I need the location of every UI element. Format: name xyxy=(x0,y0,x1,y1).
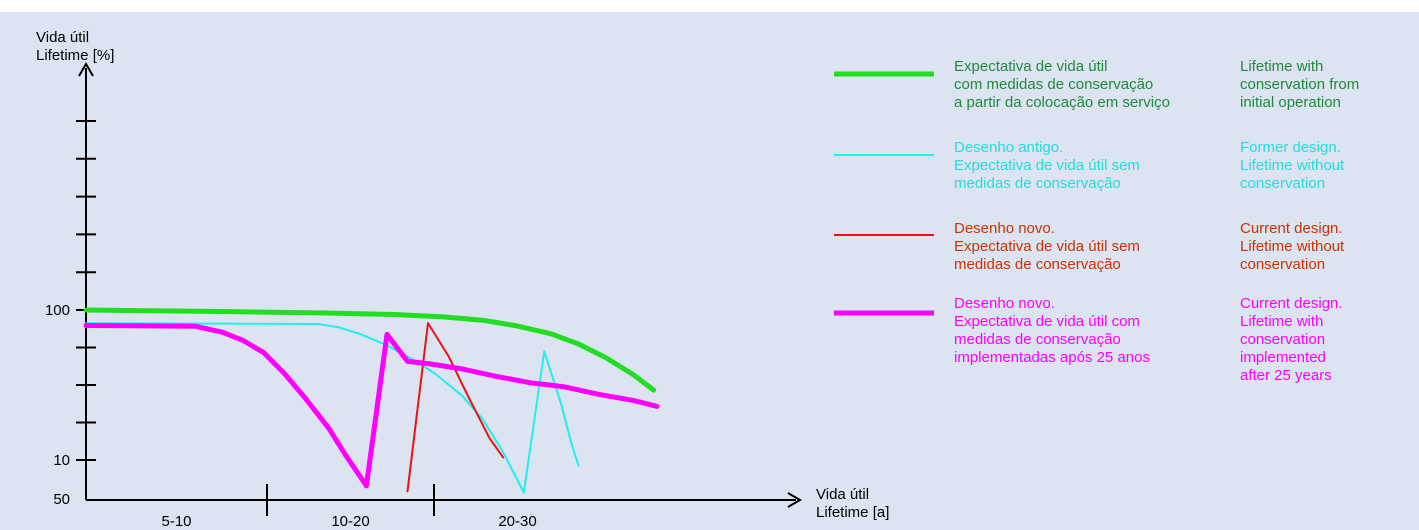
x-axis-label-line-1: Vida útil xyxy=(816,486,869,503)
y-tick-label: 50 xyxy=(53,491,70,508)
chart-panel: 100 50 10 5-10 10-20 20-30 Vida útil Lifetime… xyxy=(0,12,1419,530)
y-tick-label: 100 xyxy=(45,302,70,319)
y-axis-label-line-2: Lifetime [%] xyxy=(36,47,114,64)
x-axis-arrow xyxy=(787,492,802,508)
series-line-3 xyxy=(83,323,660,489)
lifetime-chart: 100 50 10 5-10 10-20 20-30 Vida útil Lifetime… xyxy=(36,29,934,530)
x-category-label: 20-30 xyxy=(498,513,536,530)
legend-swatches xyxy=(834,71,934,316)
y-axis-label-line-1: Vida útil xyxy=(36,29,89,46)
legend-2-en: Current design. Lifetime without conserv… xyxy=(1240,220,1345,273)
x-category-label: 5-10 xyxy=(161,513,191,530)
legend-3-en: Current design. Lifetime with conservati… xyxy=(1240,295,1343,384)
series-line-0 xyxy=(83,307,657,393)
y-axis-arrow xyxy=(78,62,94,77)
legend-1-en: Former design. Lifetime without conserva… xyxy=(1240,139,1345,192)
series-line-1 xyxy=(85,322,580,494)
legend-0-en: Lifetime with conservation from initial … xyxy=(1240,58,1360,111)
axes: 100 50 10 5-10 10-20 20-30 xyxy=(45,62,802,530)
x-category-label: 10-20 xyxy=(331,513,369,530)
legend-2-pt: Desenho novo. Expectativa de vida útil s… xyxy=(954,220,1140,273)
y-tick-label: 10 xyxy=(53,452,70,469)
legend-0-pt: Expectativa de vida útil com medidas de … xyxy=(954,58,1170,111)
x-axis-label-line-2: Lifetime [a] xyxy=(816,504,889,521)
legend-3-pt: Desenho novo. Expectativa de vida útil c… xyxy=(954,295,1150,366)
legend-1-pt: Desenho antigo. Expectativa de vida útil… xyxy=(954,139,1140,192)
series-lines xyxy=(83,307,660,494)
series-line-2 xyxy=(406,322,505,493)
